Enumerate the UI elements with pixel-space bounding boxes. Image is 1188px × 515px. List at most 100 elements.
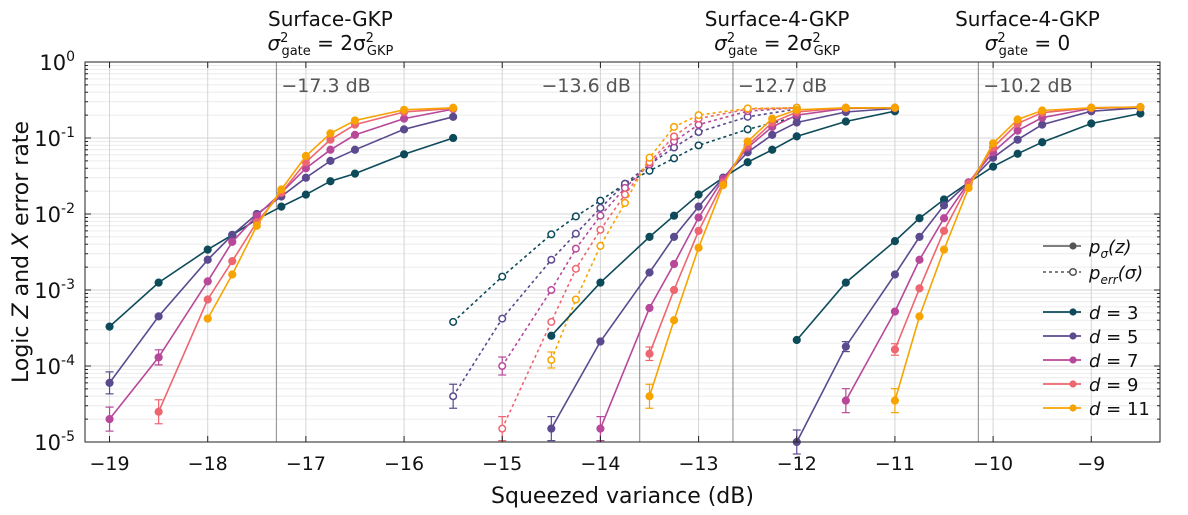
y-axis-label-part: Z	[9, 302, 34, 319]
panel-equation-part: σ	[714, 31, 728, 55]
data-point	[669, 285, 679, 295]
data-point	[596, 211, 605, 220]
panel-equation-part: = 0	[1028, 31, 1070, 55]
series-group	[203, 103, 458, 323]
panel-equation-part: gate	[999, 44, 1028, 59]
data-point	[669, 211, 679, 220]
data-point	[620, 190, 630, 199]
x-tick-label: −13	[679, 453, 719, 475]
threshold-label: −17.3 dB	[281, 75, 370, 97]
data-point	[645, 349, 654, 358]
x-tick-label: −12	[777, 453, 817, 475]
data-point	[547, 355, 556, 365]
data-point	[694, 243, 703, 252]
data-point	[915, 284, 924, 293]
panel-equation-part: gate	[728, 44, 757, 59]
legend-label: d = 5	[1089, 327, 1138, 348]
data-point	[596, 424, 605, 433]
data-point	[1013, 149, 1022, 158]
data-point	[989, 139, 998, 148]
data-point	[939, 214, 949, 223]
data-point	[1038, 106, 1047, 115]
data-point	[915, 232, 924, 241]
data-point	[669, 316, 679, 325]
data-point	[694, 111, 703, 120]
data-point	[1013, 135, 1022, 144]
data-point	[890, 396, 900, 405]
data-point	[203, 245, 212, 254]
data-point	[719, 181, 728, 190]
panel-equation: σ2 gate = 0	[985, 31, 1071, 59]
x-tick-label: −14	[580, 453, 620, 475]
data-point	[252, 221, 261, 230]
x-tick-label: −11	[875, 453, 915, 475]
grid	[85, 61, 1160, 443]
data-point	[154, 407, 163, 416]
data-point	[669, 122, 679, 131]
data-point	[694, 226, 703, 235]
data-point	[228, 230, 237, 240]
data-point	[1013, 115, 1022, 124]
data-point	[203, 255, 212, 264]
panel-equation-part: 2	[727, 31, 735, 46]
data-point	[596, 203, 605, 213]
data-point	[939, 245, 949, 254]
x-tick-label: −10	[973, 453, 1013, 475]
data-point	[350, 145, 360, 154]
data-point	[768, 114, 777, 123]
data-point	[449, 317, 458, 326]
panel-equation-part: = 2σ	[757, 31, 812, 55]
x-axis-label: Squeezed variance (dB)	[491, 484, 754, 509]
legend-label: d = 9	[1089, 375, 1138, 396]
threshold-label: −13.6 dB	[542, 75, 631, 97]
panel-title: Surface-GKP	[268, 7, 393, 31]
data-point	[596, 196, 605, 205]
legend-marker	[1069, 308, 1077, 316]
data-point	[449, 133, 458, 143]
data-point	[105, 322, 114, 331]
data-point	[620, 198, 630, 207]
data-point	[228, 257, 237, 266]
data-point	[571, 264, 580, 273]
data-point	[841, 278, 850, 287]
panel-equation-part: 2	[366, 31, 374, 46]
data-point	[547, 255, 556, 264]
panel-equation-part: GKP	[814, 44, 841, 59]
y-tick-label: 10-2	[34, 201, 75, 227]
data-point	[203, 277, 212, 286]
data-point	[1013, 126, 1022, 135]
data-point	[154, 278, 163, 287]
legend-label: d = 3	[1089, 303, 1138, 324]
panel-title: Surface-4-GKP	[705, 7, 850, 31]
plot-frame	[84, 61, 1161, 443]
legend-marker	[1069, 356, 1077, 364]
series-group	[645, 103, 900, 409]
data-point	[301, 173, 310, 182]
data-point	[645, 232, 654, 241]
data-point	[326, 177, 335, 186]
data-point	[645, 303, 654, 313]
x-tick-label: −16	[384, 453, 424, 475]
data-point	[890, 270, 900, 279]
data-point	[792, 335, 801, 345]
data-point	[498, 424, 507, 433]
legend-label: perr(σ)	[1088, 263, 1143, 287]
panel-equation-part: gate	[281, 44, 310, 59]
data-point	[841, 396, 850, 405]
y-axis-label: Logic Z and X error rate	[9, 121, 34, 383]
threshold-label: −12.7 dB	[738, 75, 827, 97]
data-point	[841, 117, 850, 126]
data-point	[743, 125, 752, 134]
data-point	[326, 156, 335, 165]
data-point	[203, 314, 212, 323]
x-tick-label: −9	[1077, 453, 1105, 475]
series-line	[157, 107, 454, 413]
data-point	[547, 285, 556, 295]
data-point	[105, 378, 114, 387]
panel-equation: σ2 gate = 2σ2 GKP	[714, 31, 840, 59]
data-point	[498, 314, 507, 323]
data-point	[571, 229, 580, 238]
y-tick-label: 100	[39, 49, 75, 75]
series-line	[550, 107, 797, 361]
data-point	[301, 190, 310, 199]
